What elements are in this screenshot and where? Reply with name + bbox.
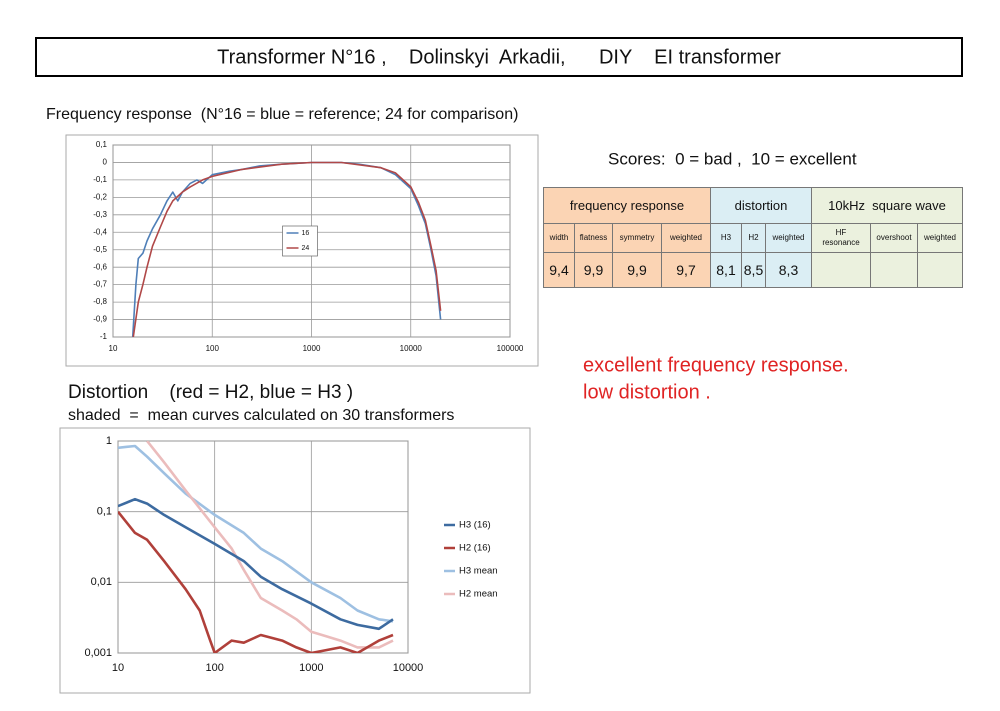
scores-title: Scores: 0 = bad , 10 = excellent — [608, 149, 857, 168]
series-line — [118, 444, 394, 623]
score: 9,4 — [543, 252, 575, 288]
column-header: flatness — [574, 223, 613, 253]
y-tick-label: 1 — [106, 435, 112, 447]
score — [917, 252, 963, 288]
score — [811, 252, 871, 288]
group-header: distortion — [710, 187, 812, 224]
column-header: H3 — [710, 223, 742, 253]
chart-subtitle: shaded = mean curves calculated on 30 tr… — [68, 407, 454, 424]
y-tick-label: -0,5 — [93, 245, 107, 254]
plot-area — [117, 440, 409, 654]
x-tick-label: 100 — [206, 344, 220, 353]
chart-title: Distortion (red = H2, blue = H3 ) — [68, 382, 353, 403]
legend-label: H3 (16) — [459, 520, 491, 531]
legend-label: H3 mean — [459, 566, 498, 577]
group-header: frequency response — [543, 187, 711, 224]
y-tick-label: -0,8 — [93, 297, 107, 306]
column-header: HF resonance — [811, 223, 871, 253]
legend-label: H2 mean — [459, 589, 498, 600]
series-line — [132, 161, 442, 337]
legend-label: H2 (16) — [459, 543, 491, 554]
score: 9,9 — [612, 252, 662, 288]
title-box — [35, 37, 963, 77]
y-tick-label: -1 — [100, 332, 108, 341]
x-tick-label: 100 — [205, 662, 223, 674]
x-tick-label: 10 — [109, 344, 118, 353]
scores-table: frequency response distortion 10kHz square… — [543, 187, 963, 288]
y-tick-label: 0,01 — [91, 576, 112, 588]
y-tick-label: -0,6 — [93, 262, 107, 271]
y-tick-label: 0 — [103, 158, 108, 167]
y-tick-label: 0,001 — [84, 647, 112, 659]
note: low distortion . — [583, 381, 711, 403]
x-tick-label: 1000 — [299, 662, 323, 674]
y-tick-label: 0,1 — [96, 140, 108, 149]
series-line — [131, 161, 442, 337]
y-tick-label: -0,1 — [93, 175, 107, 184]
score — [870, 252, 918, 288]
title: Transformer N°16 , Dolinskyi Arkadii, DI… — [217, 46, 781, 68]
y-tick-label: -0,2 — [93, 192, 107, 201]
score: 8,5 — [741, 252, 766, 288]
group-header: 10kHz square wave — [811, 187, 963, 224]
x-tick-label: 10000 — [400, 344, 423, 353]
x-tick-label: 100000 — [497, 344, 524, 353]
score: 8,3 — [765, 252, 812, 288]
y-tick-label: 0,1 — [97, 506, 112, 518]
series-line — [118, 510, 394, 653]
x-tick-label: 10000 — [393, 662, 424, 674]
y-tick-label: -0,3 — [93, 210, 107, 219]
y-tick-label: -0,9 — [93, 315, 107, 324]
legend-label: 16 — [302, 230, 310, 237]
column-header: weighted — [765, 223, 812, 253]
column-header: weighted — [917, 223, 963, 253]
x-tick-label: 1000 — [303, 344, 321, 353]
column-header: width — [543, 223, 575, 253]
column-header: H2 — [741, 223, 766, 253]
score: 8,1 — [710, 252, 742, 288]
column-header: overshoot — [870, 223, 918, 253]
score: 9,7 — [661, 252, 711, 288]
series-line — [146, 441, 394, 649]
chart-title: Frequency response (N°16 = blue = refere… — [46, 106, 518, 123]
column-header: symmetry — [612, 223, 662, 253]
legend-label: 24 — [302, 245, 310, 252]
y-tick-label: -0,7 — [93, 280, 107, 289]
series-line — [118, 497, 394, 631]
legend-box — [282, 225, 318, 257]
x-tick-label: 10 — [112, 662, 124, 674]
score: 9,9 — [574, 252, 613, 288]
column-header: weighted — [661, 223, 711, 253]
note: excellent frequency response. — [583, 354, 849, 376]
y-tick-label: -0,4 — [93, 227, 107, 236]
